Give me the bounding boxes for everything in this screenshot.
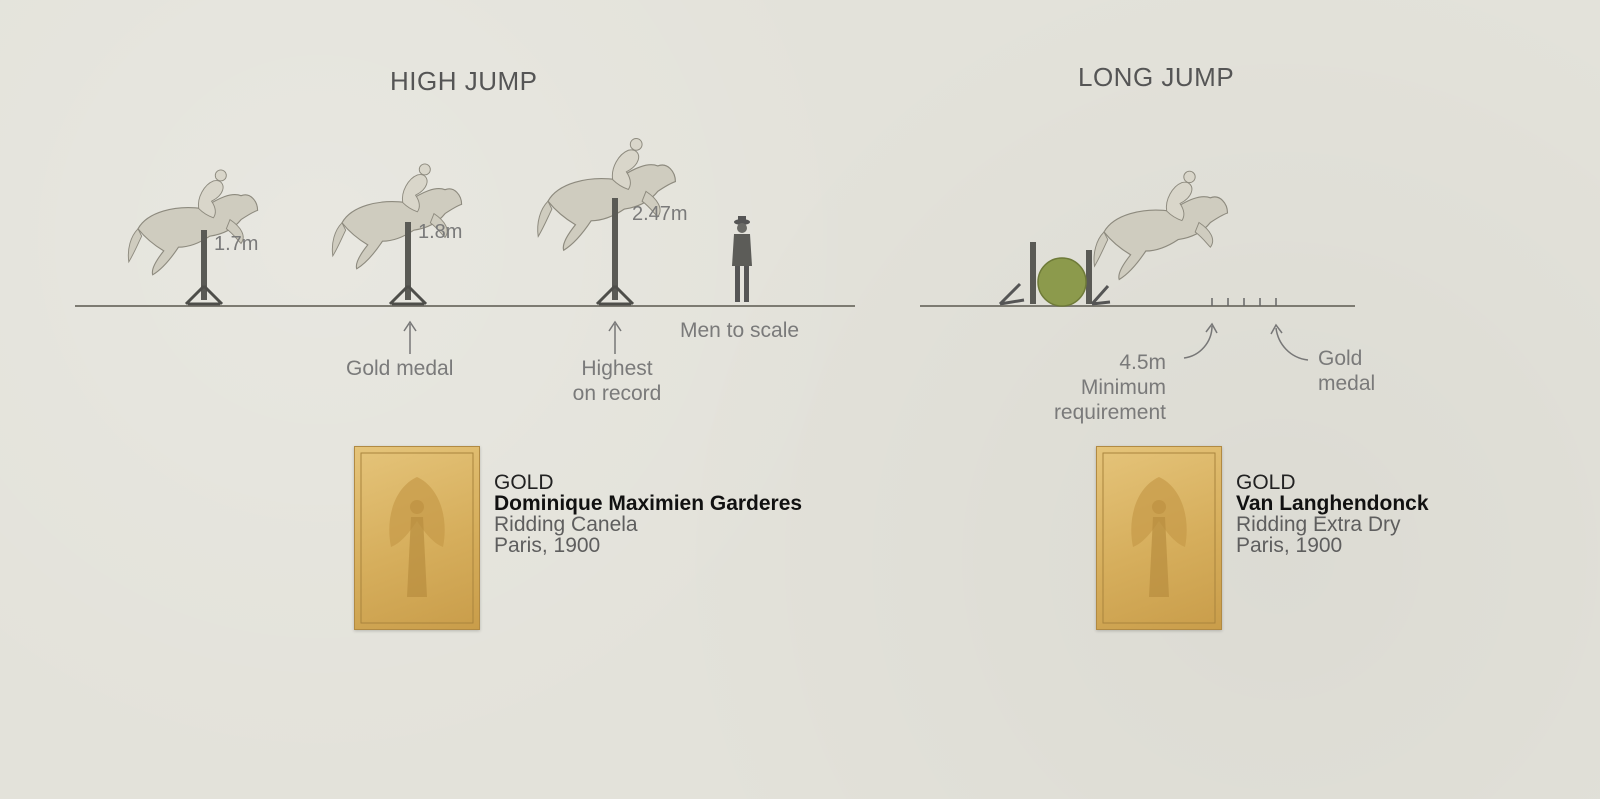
high-jump-winner: GOLD Dominique Maximien Garderes Ridding… bbox=[494, 472, 802, 556]
height-label-1: 1.7m bbox=[214, 233, 259, 255]
height-label-3: 2.47m bbox=[632, 203, 688, 225]
arrow-up-icon bbox=[608, 320, 622, 354]
height-label-2: 1.8m bbox=[418, 221, 463, 243]
distance-ticks bbox=[1211, 298, 1277, 306]
winner-ride: Ridding Canela bbox=[494, 513, 638, 536]
min-line-2: requirement bbox=[1053, 401, 1166, 424]
jump-pole-icon bbox=[595, 198, 635, 306]
hedge-icon bbox=[998, 242, 1111, 307]
medal-poster-icon bbox=[1096, 446, 1222, 630]
gold-line-2: medal bbox=[1318, 372, 1376, 395]
jump-pole-icon bbox=[388, 222, 428, 306]
curved-arrow-icon bbox=[1183, 322, 1218, 359]
high-jump-title: HIGH JUMP bbox=[390, 66, 538, 96]
gold-line-1: Gold bbox=[1318, 347, 1363, 370]
curved-arrow-icon bbox=[1270, 323, 1309, 361]
arrow-up-icon bbox=[403, 320, 417, 354]
min-value: 4.5m bbox=[1119, 351, 1166, 374]
highest-record-annotation: Highest on record bbox=[562, 356, 672, 406]
highest-line-1: Highest bbox=[581, 357, 653, 380]
long-jump-winner: GOLD Van Langhendonck Ridding Extra Dry … bbox=[1236, 472, 1429, 556]
winner-name: Dominique Maximien Garderes bbox=[494, 492, 803, 515]
medal-type: GOLD bbox=[494, 471, 554, 494]
long-jump-title: LONG JUMP bbox=[1078, 62, 1235, 92]
jump-pole-icon bbox=[184, 230, 224, 306]
highest-line-2: on record bbox=[572, 382, 662, 405]
winner-place: Paris, 1900 bbox=[1236, 534, 1343, 557]
medal-poster-icon bbox=[354, 446, 480, 630]
winner-ride: Ridding Extra Dry bbox=[1236, 513, 1401, 536]
man-figure-icon bbox=[732, 216, 752, 302]
horse-rider-icon bbox=[1093, 170, 1229, 281]
winner-place: Paris, 1900 bbox=[494, 534, 601, 557]
horse-rider-icon bbox=[537, 137, 676, 251]
gold-medal-distance-annotation: Gold medal bbox=[1318, 346, 1375, 396]
min-line-1: Minimum bbox=[1080, 376, 1166, 399]
gold-medal-annotation: Gold medal bbox=[346, 357, 454, 380]
medal-type: GOLD bbox=[1236, 471, 1296, 494]
winner-name: Van Langhendonck bbox=[1236, 492, 1429, 515]
men-to-scale-annotation: Men to scale bbox=[680, 319, 800, 342]
horse-rider-icon bbox=[127, 169, 259, 276]
horse-rider-icon bbox=[331, 163, 463, 270]
minimum-requirement-annotation: 4.5m Minimum requirement bbox=[1020, 350, 1166, 425]
